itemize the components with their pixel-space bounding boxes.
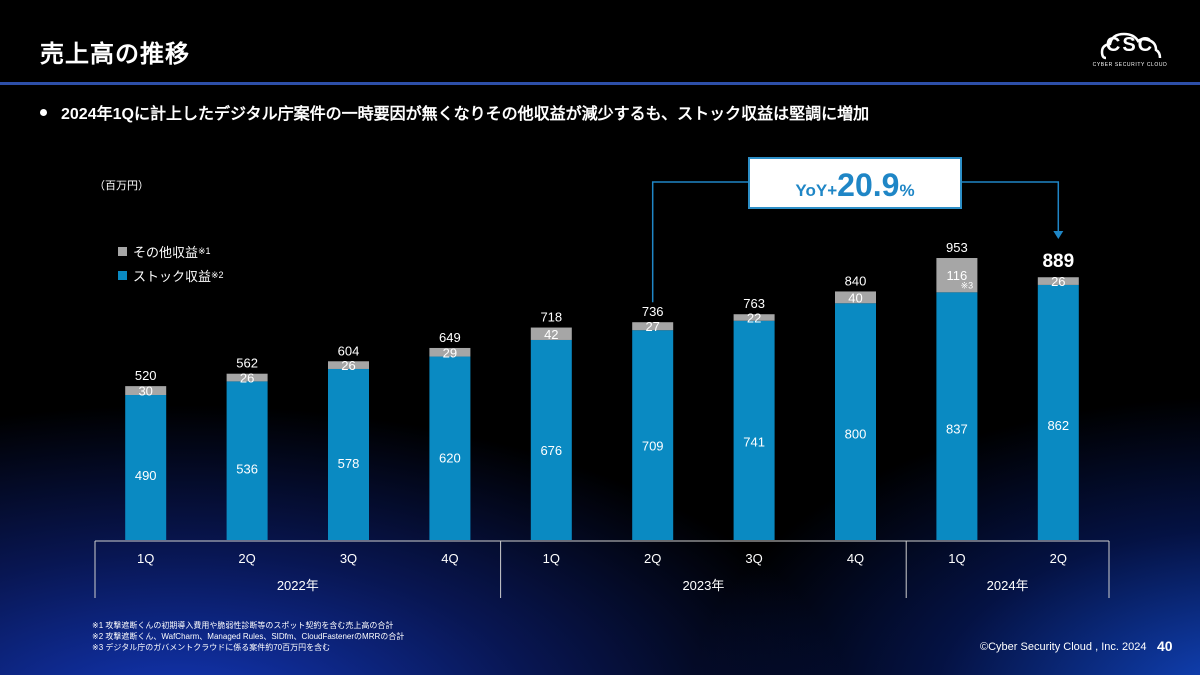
tick-label: 1Q (137, 551, 154, 566)
legend-stock-swatch (118, 271, 127, 280)
label-other: 30 (138, 384, 152, 399)
label-total: 736 (642, 304, 664, 319)
bar-other (125, 386, 167, 396)
bar-stock (226, 381, 268, 540)
label-other: 26 (240, 371, 254, 386)
bar-other (936, 258, 978, 293)
label-stock: 709 (642, 439, 664, 454)
logo-text: CSC (1105, 34, 1155, 56)
legend-other-swatch (118, 247, 127, 256)
label-other: 26 (341, 358, 355, 373)
bar-other (733, 314, 775, 321)
tick-label: 4Q (847, 551, 864, 566)
logo-subtext: CYBER SECURITY CLOUD (1092, 62, 1168, 68)
bar-stock (125, 395, 167, 540)
arrow-down-icon (1053, 230, 1064, 239)
label-other: 26 (1051, 274, 1065, 289)
label-stock: 490 (135, 468, 157, 483)
tick-label: 2Q (1050, 551, 1067, 566)
label-other: 116 (947, 268, 968, 283)
bar-stock (733, 320, 775, 540)
bar-stock (1037, 284, 1079, 540)
label-total: 562 (236, 356, 258, 371)
label-total: 763 (743, 296, 765, 311)
year-label: 2022年 (277, 578, 319, 593)
label-total: 953 (946, 240, 968, 255)
label-other: 40 (848, 290, 862, 305)
tick-label: 2Q (644, 551, 661, 566)
unit-label: （百万円） (94, 180, 149, 192)
legend-other-label: その他収益 (133, 245, 199, 260)
legend-stock: ストック収益 ※2 (118, 266, 224, 285)
label-stock: 800 (845, 426, 867, 441)
legend-stock-note: ※2 (211, 270, 224, 280)
cloud-icon (1100, 32, 1162, 60)
legend-stock-label: ストック収益 (133, 269, 212, 284)
label-stock: 676 (540, 443, 562, 458)
copyright: ©Cyber Security Cloud , Inc. 2024 (980, 641, 1147, 653)
label-other: 22 (747, 310, 761, 325)
title-divider (0, 82, 1200, 85)
tick-label: 3Q (340, 551, 357, 566)
label-total: 889 (1042, 251, 1074, 272)
legend-other: その他収益 ※1 (118, 242, 211, 261)
summary-bullet: 2024年1Qに計上したデジタル庁案件の一時要因が無くなりその他収益が減少するも… (40, 100, 869, 124)
bar-stock (632, 330, 674, 540)
label-annotation: ※3 (961, 280, 974, 290)
bar-other (328, 361, 369, 369)
yoy-callout: YoY+ 20.9 % (748, 157, 962, 209)
year-label: 2024年 (987, 578, 1029, 593)
label-stock: 837 (946, 422, 968, 437)
tick-label: 3Q (745, 551, 762, 566)
bar-stock (429, 356, 471, 540)
label-stock: 536 (236, 462, 258, 477)
label-total: 604 (338, 343, 360, 358)
label-total: 718 (540, 310, 562, 325)
label-other: 29 (443, 345, 457, 360)
footnote-3: ※3 デジタル庁のガバメントクラウドに係る案件約70百万円を含む (92, 643, 331, 652)
label-other: 42 (544, 327, 558, 342)
legend-other-note: ※1 (198, 246, 211, 256)
yoy-value: 20.9 (837, 167, 900, 203)
tick-label: 4Q (441, 551, 458, 566)
year-label: 2023年 (682, 578, 724, 593)
footnote-2: ※2 攻撃遮断くん、WafCharm、Managed Rules、SIDfm、C… (92, 632, 405, 641)
summary-text: 2024年1Qに計上したデジタル庁案件の一時要因が無くなりその他収益が減少するも… (61, 106, 870, 123)
company-logo: CSC CYBER SECURITY CLOUD (1093, 28, 1167, 74)
tick-label: 1Q (543, 551, 560, 566)
yoy-prefix: YoY+ (795, 181, 838, 200)
yoy-suffix: % (899, 181, 915, 200)
bar-other (429, 347, 471, 357)
footnote-1: ※1 攻撃遮断くんの初期導入費用や脆弱性診断等のスポット契約を含む売上高の合計 (92, 621, 394, 630)
page-title: 売上高の推移 (40, 41, 190, 68)
label-stock: 578 (338, 456, 360, 471)
label-other: 27 (645, 319, 659, 334)
bar-other (226, 373, 268, 382)
tick-label: 1Q (948, 551, 965, 566)
bar-other (530, 327, 572, 340)
tick-label: 2Q (238, 551, 255, 566)
page-number: 40 (1157, 638, 1173, 654)
bar-stock (328, 368, 369, 540)
bar-stock (835, 303, 876, 540)
label-stock: 620 (439, 450, 461, 465)
label-stock: 862 (1047, 418, 1069, 433)
bar-stock (936, 292, 978, 540)
label-total: 840 (845, 273, 867, 288)
bar-other (835, 291, 876, 304)
label-total: 520 (135, 368, 157, 383)
bar-other (632, 322, 674, 331)
bar-stock (530, 339, 572, 540)
footnotes: ※1 攻撃遮断くんの初期導入費用や脆弱性診断等のスポット契約を含む売上高の合計 … (92, 620, 404, 653)
bar-other (1037, 277, 1079, 285)
bullet-dot-icon (40, 109, 47, 117)
label-total: 649 (439, 330, 461, 345)
label-stock: 741 (743, 434, 765, 449)
